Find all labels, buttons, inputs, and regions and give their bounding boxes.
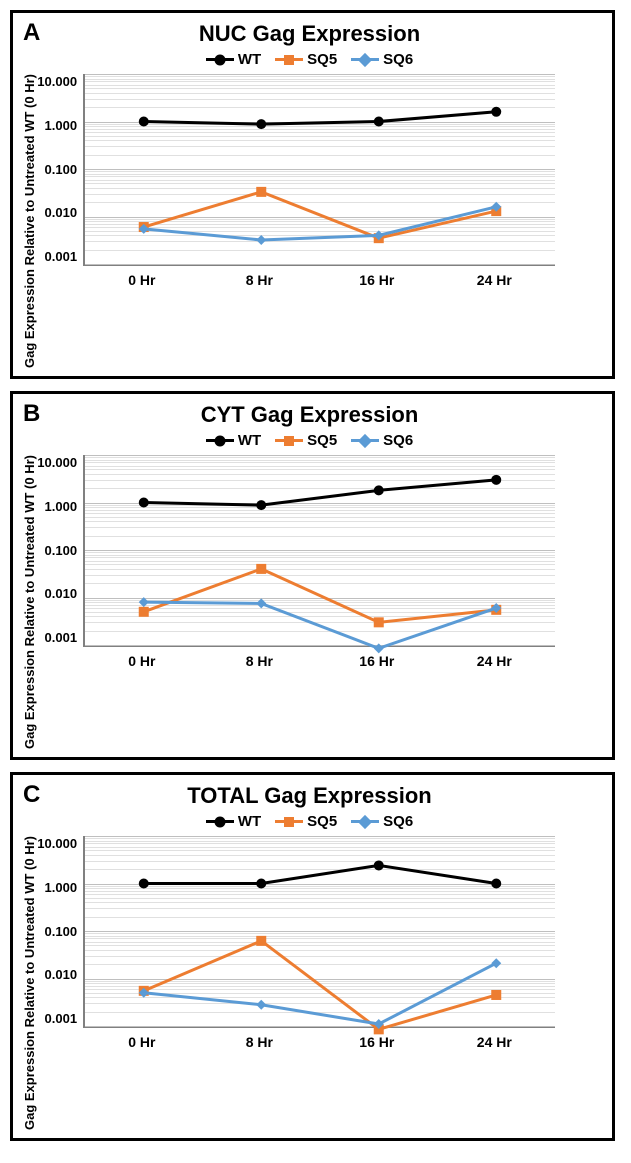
legend-label: SQ6	[383, 813, 413, 830]
plot-area	[83, 74, 555, 266]
plot-area	[83, 836, 555, 1028]
x-tick-label: 0 Hr	[83, 1034, 201, 1050]
gridline-major	[85, 264, 555, 265]
y-tick-label: 0.001	[37, 249, 77, 264]
panel-label: B	[23, 400, 40, 428]
y-tick-label: 0.010	[37, 586, 77, 601]
series-line-SQ6	[144, 963, 497, 1024]
panel-B: B CYT Gag Expression WT SQ5 SQ6 Gag Expr…	[10, 391, 615, 760]
legend-item-WT: WT	[206, 51, 261, 68]
x-tick-label: 16 Hr	[318, 653, 436, 669]
plot-area	[83, 455, 555, 647]
y-tick-label: 0.001	[37, 1011, 77, 1026]
panel-label: C	[23, 781, 40, 809]
legend-label: SQ6	[383, 51, 413, 68]
y-ticks: 10.000 1.000 0.100 0.010 0.001	[37, 836, 83, 1026]
legend-item-WT: WT	[206, 813, 261, 830]
series-line-WT	[144, 112, 497, 124]
series-line-SQ6	[144, 602, 497, 648]
y-tick-label: 10.000	[37, 455, 77, 470]
x-ticks: 0 Hr8 Hr16 Hr24 Hr	[83, 1034, 553, 1050]
legend: WT SQ5 SQ6	[21, 51, 598, 68]
y-tick-label: 10.000	[37, 74, 77, 89]
legend-item-SQ5: SQ5	[275, 813, 337, 830]
x-tick-label: 8 Hr	[201, 1034, 319, 1050]
y-axis-label: Gag Expression Relative to Untreated WT …	[21, 74, 37, 368]
legend-label: WT	[238, 813, 261, 830]
legend-label: SQ5	[307, 813, 337, 830]
legend-label: SQ5	[307, 432, 337, 449]
chart-title: NUC Gag Expression	[21, 21, 598, 47]
x-ticks: 0 Hr8 Hr16 Hr24 Hr	[83, 653, 553, 669]
y-tick-label: 1.000	[37, 880, 77, 895]
panel-A: A NUC Gag Expression WT SQ5 SQ6 Gag Expr…	[10, 10, 615, 379]
x-tick-label: 0 Hr	[83, 272, 201, 288]
panel-C: C TOTAL Gag Expression WT SQ5 SQ6 Gag Ex…	[10, 772, 615, 1141]
legend-label: SQ5	[307, 51, 337, 68]
legend-label: WT	[238, 51, 261, 68]
legend-label: SQ6	[383, 432, 413, 449]
series-line-SQ5	[144, 941, 497, 1029]
y-tick-label: 0.100	[37, 543, 77, 558]
y-tick-label: 0.010	[37, 205, 77, 220]
legend-item-WT: WT	[206, 432, 261, 449]
y-tick-label: 1.000	[37, 499, 77, 514]
x-tick-label: 16 Hr	[318, 1034, 436, 1050]
y-tick-label: 0.010	[37, 967, 77, 982]
legend-item-SQ5: SQ5	[275, 51, 337, 68]
chart-title: TOTAL Gag Expression	[21, 783, 598, 809]
x-ticks: 0 Hr8 Hr16 Hr24 Hr	[83, 272, 553, 288]
plot-svg	[85, 836, 555, 1026]
y-tick-label: 0.100	[37, 924, 77, 939]
x-tick-label: 0 Hr	[83, 653, 201, 669]
plot-svg	[85, 74, 555, 264]
x-tick-label: 24 Hr	[436, 272, 554, 288]
legend: WT SQ5 SQ6	[21, 432, 598, 449]
y-ticks: 10.000 1.000 0.100 0.010 0.001	[37, 74, 83, 264]
legend-item-SQ6: SQ6	[351, 432, 413, 449]
x-tick-label: 24 Hr	[436, 653, 554, 669]
y-tick-label: 0.001	[37, 630, 77, 645]
x-tick-label: 16 Hr	[318, 272, 436, 288]
legend-item-SQ6: SQ6	[351, 51, 413, 68]
series-line-WT	[144, 865, 497, 883]
y-axis-label: Gag Expression Relative to Untreated WT …	[21, 836, 37, 1130]
x-tick-label: 24 Hr	[436, 1034, 554, 1050]
y-ticks: 10.000 1.000 0.100 0.010 0.001	[37, 455, 83, 645]
legend: WT SQ5 SQ6	[21, 813, 598, 830]
gridline-major	[85, 1026, 555, 1027]
y-axis-label: Gag Expression Relative to Untreated WT …	[21, 455, 37, 749]
y-tick-label: 0.100	[37, 162, 77, 177]
legend-item-SQ5: SQ5	[275, 432, 337, 449]
legend-label: WT	[238, 432, 261, 449]
x-tick-label: 8 Hr	[201, 272, 319, 288]
legend-item-SQ6: SQ6	[351, 813, 413, 830]
panel-label: A	[23, 19, 40, 47]
y-tick-label: 10.000	[37, 836, 77, 851]
plot-svg	[85, 455, 555, 645]
series-line-SQ5	[144, 569, 497, 622]
chart-title: CYT Gag Expression	[21, 402, 598, 428]
series-line-SQ5	[144, 192, 497, 238]
series-line-WT	[144, 480, 497, 505]
gridline-major	[85, 645, 555, 646]
y-tick-label: 1.000	[37, 118, 77, 133]
x-tick-label: 8 Hr	[201, 653, 319, 669]
